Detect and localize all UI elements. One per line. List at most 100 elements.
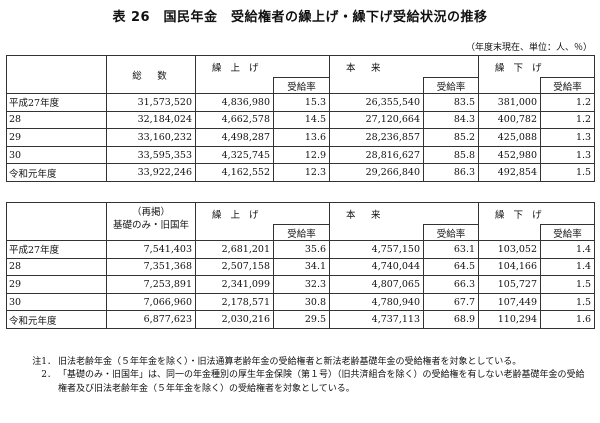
cell-total: 7,253,891 [106, 275, 196, 294]
table-row: 28 7,351,368 2,507,158 34.1 4,740,044 64.5 104… [6, 257, 596, 277]
row-year: 平成27年度 [6, 93, 107, 112]
table-title: 表 26 国民年金 受給権者の繰上げ・繰下げ受給状況の推移 [112, 10, 488, 25]
cell-normal-rate: 83.5 [423, 93, 480, 112]
header-total-line1: （再掲） [131, 207, 170, 218]
note-item: 2． 「基礎のみ・旧国年」は、同一の年金種別の厚生年金保険（第１号）（旧共済組合… [30, 369, 590, 396]
cell-late-rate: 1.4 [540, 240, 596, 259]
row-year: 令和元年度 [6, 310, 107, 329]
cell-early-rate: 30.8 [272, 292, 331, 312]
cell-early: 2,030,216 [195, 310, 274, 329]
cell-early-rate: 32.3 [272, 275, 331, 294]
header-late: 繰 下 げ [478, 202, 596, 225]
table-row: 令和元年度 33,922,246 4,162,552 12.3 29,266,840 86… [6, 163, 596, 182]
header-normal-rate: 受給率 [423, 224, 480, 241]
cell-early: 2,507,158 [195, 257, 274, 277]
cell-late: 105,727 [478, 275, 542, 294]
cell-total: 33,160,232 [106, 128, 196, 147]
cell-late: 492,854 [478, 163, 542, 182]
cell-late-rate: 1.5 [540, 275, 596, 294]
cell-early-rate: 35.6 [272, 240, 331, 259]
row-year: 30 [6, 292, 107, 312]
row-year: 28 [6, 257, 107, 277]
cell-early-rate: 12.3 [272, 163, 331, 182]
cell-normal: 26,355,540 [329, 93, 425, 112]
cell-total: 33,922,246 [106, 163, 196, 182]
table-row: 平成27年度 7,541,403 2,681,201 35.6 4,757,150 63.… [6, 240, 596, 259]
cell-normal: 28,236,857 [329, 128, 425, 147]
corner-cell [6, 55, 107, 94]
cell-normal-rate: 85.8 [423, 145, 480, 165]
cell-total: 7,351,368 [106, 257, 196, 277]
cell-normal: 4,757,150 [329, 240, 425, 259]
cell-early: 4,662,578 [195, 110, 274, 130]
header-normal: 本 来 [329, 202, 480, 225]
cell-normal-rate: 84.3 [423, 110, 480, 130]
table-row: 28 32,184,024 4,662,578 14.5 27,120,664 84.3 4… [6, 110, 596, 130]
table-row: 30 33,595,353 4,325,745 12.9 28,816,627 85.8 4… [6, 145, 596, 165]
cell-total: 7,066,960 [106, 292, 196, 312]
cell-late: 107,449 [478, 292, 542, 312]
cell-normal-rate: 68.9 [423, 310, 480, 329]
header-late: 繰 下 げ [478, 55, 596, 78]
cell-total: 32,184,024 [106, 110, 196, 130]
cell-normal-rate: 66.3 [423, 275, 480, 294]
table-main: 総 数 繰 上 げ 本 来 繰 下 げ 受給率 受給率 受給率 平成27年度 31… [6, 55, 596, 182]
header-early-rate: 受給率 [272, 77, 331, 94]
note-text: 「基礎のみ・旧国年」は、同一の年金種別の厚生年金保険（第１号）（旧共済組合を除く… [58, 370, 585, 394]
cell-late-rate: 1.4 [540, 257, 596, 277]
row-year: 28 [6, 110, 107, 130]
cell-total: 33,595,353 [106, 145, 196, 165]
cell-early: 2,178,571 [195, 292, 274, 312]
cell-total: 31,573,520 [106, 93, 196, 112]
cell-late: 110,294 [478, 310, 542, 329]
cell-total: 6,877,623 [106, 310, 196, 329]
corner-cell [6, 202, 107, 241]
note-mark: 注1． [32, 357, 56, 367]
cell-early-rate: 14.5 [272, 110, 331, 130]
header-early: 繰 上 げ [194, 202, 331, 225]
cell-total: 7,541,403 [106, 240, 196, 259]
cell-normal: 4,740,044 [329, 257, 425, 277]
row-year: 30 [6, 145, 107, 165]
cell-late-rate: 1.2 [540, 93, 596, 112]
table-basic-only: （再掲） 基礎のみ・旧国年 繰 上 げ 本 来 繰 下 げ 受給率 受給率 受給… [6, 202, 596, 329]
cell-normal: 27,120,664 [329, 110, 425, 130]
cell-early-rate: 29.5 [272, 310, 331, 329]
cell-early: 4,836,980 [195, 93, 274, 112]
cell-normal: 28,816,627 [329, 145, 425, 165]
cell-normal: 4,807,065 [329, 275, 425, 294]
header-total: 総 数 [106, 55, 196, 94]
cell-late-rate: 1.5 [540, 163, 596, 182]
cell-early-rate: 34.1 [272, 257, 331, 277]
cell-early: 4,325,745 [195, 145, 274, 165]
unit-note: （年度末現在、単位：人、％） [465, 43, 592, 53]
cell-late-rate: 1.3 [540, 128, 596, 147]
header-total-reprint: （再掲） 基礎のみ・旧国年 [106, 202, 196, 241]
table-row: 30 7,066,960 2,178,571 30.8 4,780,940 67.7 107… [6, 292, 596, 312]
cell-early-rate: 12.9 [272, 145, 331, 165]
cell-late: 452,980 [478, 145, 542, 165]
cell-late: 425,088 [478, 128, 542, 147]
cell-early: 4,498,287 [195, 128, 274, 147]
note-item: 注1． 旧法老齢年金（５年年金を除く）・旧法通算老齢年金の受給権者と新法老齢基礎… [30, 356, 590, 369]
cell-late-rate: 1.5 [540, 292, 596, 312]
table-row: 平成27年度 31,573,520 4,836,980 15.3 26,355,540 8… [6, 93, 596, 112]
cell-normal-rate: 63.1 [423, 240, 480, 259]
row-year: 平成27年度 [6, 240, 107, 259]
cell-normal-rate: 67.7 [423, 292, 480, 312]
header-early: 繰 上 げ [194, 55, 331, 78]
cell-late-rate: 1.3 [540, 145, 596, 165]
note-mark: 2． [41, 370, 56, 381]
cell-late-rate: 1.2 [540, 110, 596, 130]
cell-normal-rate: 86.3 [423, 163, 480, 182]
table-row: 29 33,160,232 4,498,287 13.6 28,236,857 85.2 4… [6, 128, 596, 147]
row-year: 29 [6, 128, 107, 147]
header-early-rate: 受給率 [272, 224, 331, 241]
header-total-line2: 基礎のみ・旧国年 [112, 220, 189, 231]
cell-normal-rate: 64.5 [423, 257, 480, 277]
cell-late: 103,052 [478, 240, 542, 259]
table-row: 令和元年度 6,877,623 2,030,216 29.5 4,737,113 68.9… [6, 310, 596, 329]
row-year: 令和元年度 [6, 163, 107, 182]
cell-late-rate: 1.6 [540, 310, 596, 329]
cell-early: 2,341,099 [195, 275, 274, 294]
